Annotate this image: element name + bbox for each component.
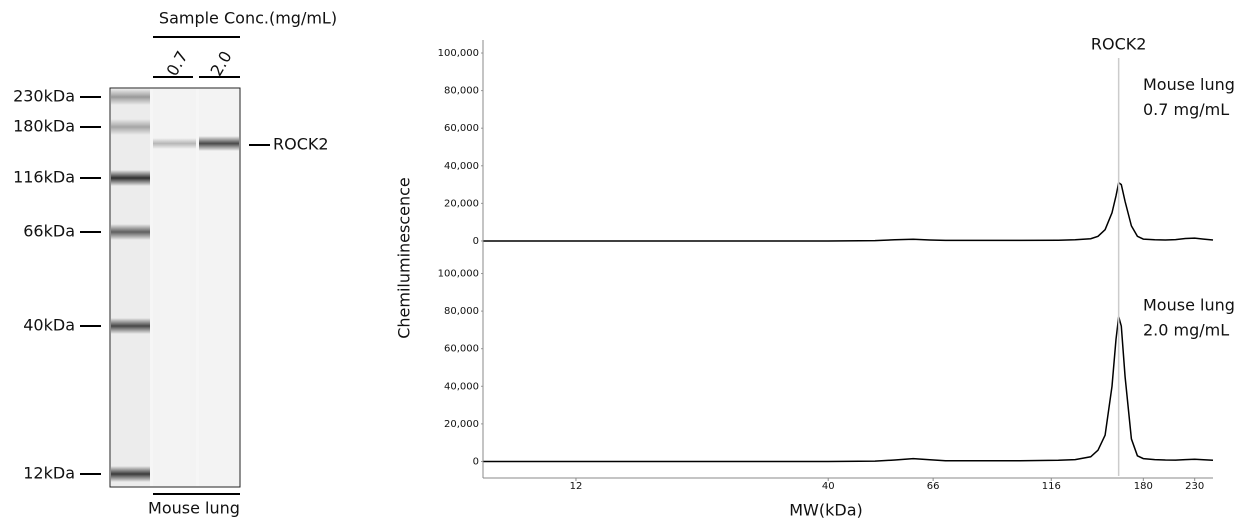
y-tick-label: 0 bbox=[473, 456, 479, 467]
lane-label: 0.7 bbox=[163, 48, 192, 80]
lane bbox=[199, 89, 239, 486]
x-tick-label: 12 bbox=[570, 481, 583, 492]
ladder-band bbox=[111, 89, 150, 105]
y-tick-label: 40,000 bbox=[444, 161, 479, 172]
x-tick-label: 40 bbox=[822, 481, 835, 492]
annotation: 0.7 mg/mL bbox=[1143, 100, 1229, 119]
y-tick-label: 100,000 bbox=[438, 269, 479, 280]
lane-label: 2.0 bbox=[207, 48, 236, 80]
y-tick-label: 100,000 bbox=[438, 48, 479, 59]
gel-title: Sample Conc.(mg/mL) bbox=[159, 9, 337, 28]
reference-label: ROCK2 bbox=[1091, 35, 1147, 54]
y-tick-label: 40,000 bbox=[444, 381, 479, 392]
y-axis-title: Chemiluminescence bbox=[395, 177, 414, 339]
ladder-label: 40kDa bbox=[23, 316, 75, 335]
ladder-label: 12kDa bbox=[23, 464, 75, 483]
ladder-label: 66kDa bbox=[23, 222, 75, 241]
ladder-band bbox=[111, 224, 150, 240]
ladder-label: 230kDa bbox=[13, 87, 75, 106]
annotation: Mouse lung bbox=[1143, 75, 1235, 94]
band bbox=[199, 136, 239, 151]
ladder-lane bbox=[111, 89, 150, 486]
annotation: Mouse lung bbox=[1143, 296, 1235, 315]
band bbox=[153, 138, 196, 149]
gel-panel: Sample Conc.(mg/mL) 0.7 2.0 ROCK2 Mouse … bbox=[109, 9, 337, 518]
x-tick-label: 180 bbox=[1134, 481, 1153, 492]
x-tick-label: 116 bbox=[1042, 481, 1061, 492]
trace bbox=[483, 316, 1214, 463]
y-tick-label: 20,000 bbox=[444, 419, 479, 430]
y-tick-label: 0 bbox=[473, 236, 479, 247]
ladder-label: 180kDa bbox=[13, 117, 75, 136]
lane bbox=[153, 89, 196, 486]
ladder-band bbox=[111, 170, 150, 186]
band-label: ROCK2 bbox=[273, 135, 329, 154]
x-tick-label: 230 bbox=[1185, 481, 1204, 492]
y-tick-label: 80,000 bbox=[444, 86, 479, 97]
x-tick-label: 66 bbox=[927, 481, 940, 492]
x-axis-title: MW(kDa) bbox=[789, 501, 863, 520]
y-tick-label: 80,000 bbox=[444, 306, 479, 317]
sample-label: Mouse lung bbox=[148, 499, 240, 518]
ladder-band bbox=[111, 466, 150, 482]
y-tick-label: 60,000 bbox=[444, 344, 479, 355]
ladder-band bbox=[111, 318, 150, 334]
y-tick-label: 60,000 bbox=[444, 123, 479, 134]
ladder-band bbox=[111, 119, 150, 135]
ladder-label: 116kDa bbox=[13, 168, 75, 187]
y-tick-label: 20,000 bbox=[444, 198, 479, 209]
annotation: 2.0 mg/mL bbox=[1143, 321, 1229, 340]
trace bbox=[483, 181, 1214, 242]
